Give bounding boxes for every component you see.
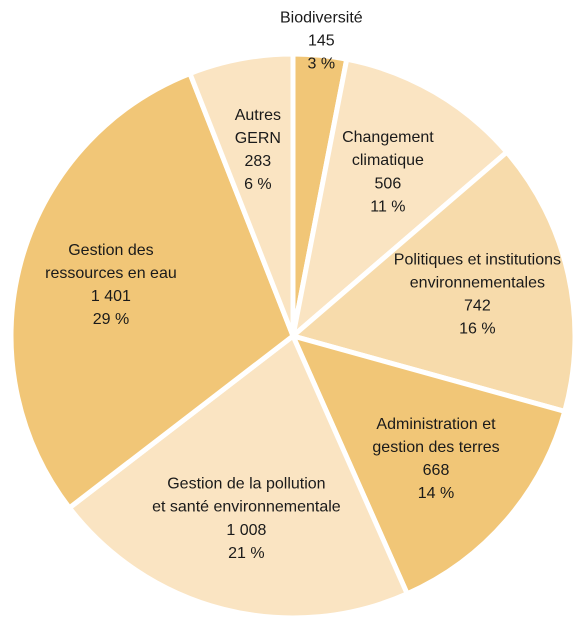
slice-label: Administration et gestion des terres: [372, 416, 499, 456]
percent-label: 16 %: [459, 321, 495, 338]
label-line: Gestion des: [68, 242, 153, 259]
label-line: Biodiversité: [280, 9, 363, 26]
slice-label: Politiques et institutions environnementa…: [394, 252, 561, 292]
label-line: gestion des terres: [372, 439, 499, 456]
value-label: 283: [245, 153, 272, 170]
percent-label: 11 %: [370, 198, 405, 215]
label-line: et santé environnementale: [152, 499, 341, 516]
percent-label: 14 %: [418, 485, 454, 502]
percent-label: 6 %: [244, 176, 272, 193]
label-line: ressources en eau: [45, 265, 177, 282]
pie-slice: [66, 333, 410, 620]
pie-slice: [290, 56, 510, 339]
label-line: Autres: [235, 107, 281, 124]
percent-label: 3 %: [308, 55, 336, 72]
label-line: Gestion de la pollution: [167, 476, 325, 493]
slice-label: Gestion de la pollution et santé environn…: [152, 476, 341, 516]
value-label: 145: [308, 32, 335, 49]
label-line: climatique: [352, 152, 424, 169]
percent-label: 21 %: [228, 545, 264, 562]
slice-label: Biodiversité: [280, 9, 363, 26]
label-line: environnementales: [410, 275, 545, 292]
value-label: 1 401: [91, 288, 131, 305]
label-line: Administration et: [376, 416, 496, 433]
value-label: 1 008: [226, 522, 266, 539]
slice-label: Changement climatique: [342, 129, 434, 169]
label-line: GERN: [235, 130, 281, 147]
slice-label: Autres GERN: [235, 107, 281, 147]
value-label: 506: [375, 175, 402, 192]
pie-slice: [290, 333, 568, 597]
value-label: 742: [464, 298, 491, 315]
value-label: 668: [423, 462, 450, 479]
pie-slice: [290, 149, 574, 414]
label-line: Changement: [342, 129, 434, 146]
pie-slice: [8, 71, 296, 511]
slice-label: Gestion des ressources en eau: [45, 242, 177, 282]
pie-slice: [187, 51, 296, 339]
label-line: Politiques et institutions: [394, 252, 561, 269]
percent-label: 29 %: [93, 311, 129, 328]
